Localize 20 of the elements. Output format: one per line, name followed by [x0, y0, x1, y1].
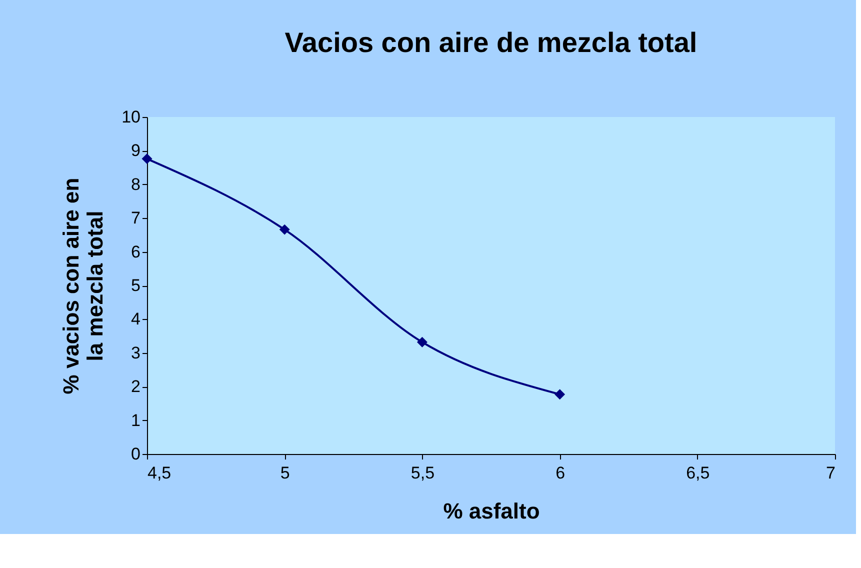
x-tick-label: 4,5: [148, 464, 172, 482]
y-tick-label: 8: [131, 174, 140, 194]
y-tick-label: 2: [131, 377, 140, 396]
y-tick-label: 9: [131, 141, 140, 160]
x-tick-label: 6,5: [686, 464, 710, 482]
y-tick-label: 0: [131, 444, 140, 464]
x-tick-label: 5,5: [410, 464, 435, 482]
y-tick-label: 1: [131, 410, 140, 430]
x-tick-label: 7: [826, 464, 836, 482]
y-tick-label: 6: [131, 242, 140, 262]
y-tick-label: 5: [131, 276, 140, 295]
x-tick-label: 6: [556, 464, 566, 482]
y-tick-label: 7: [131, 208, 140, 228]
x-tick-label: 5: [280, 464, 290, 482]
y-axis-title: % vacios con aire en la mezcla total: [58, 178, 108, 394]
y-tick-label: 3: [131, 343, 140, 362]
x-axis-title: % asfalto: [443, 498, 540, 524]
y-tick-label: 4: [131, 310, 140, 329]
chart-title: Vacios con aire de mezcla total: [284, 27, 698, 58]
y-tick-label: 10: [122, 108, 140, 126]
